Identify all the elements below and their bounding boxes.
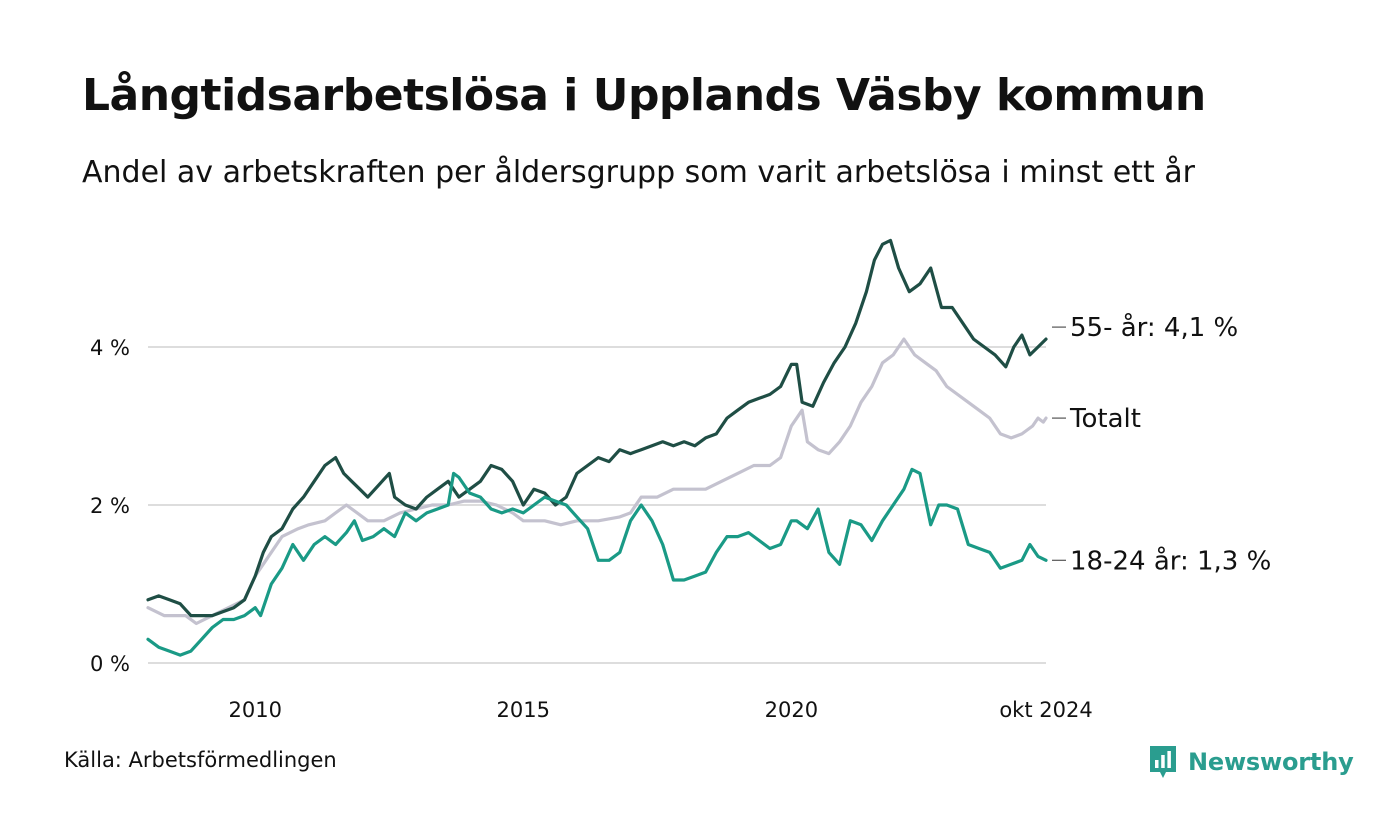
end-labels: Totalt 55- år: 4,1 % 18-24 år: 1,3 % bbox=[1052, 312, 1271, 576]
bar-chart-icon bbox=[1150, 746, 1176, 778]
x-tick-label: okt 2024 bbox=[999, 698, 1092, 722]
newsworthy-logo: Newsworthy bbox=[1148, 744, 1354, 780]
y-axis-ticks: 0 % 2 % 4 % bbox=[90, 336, 130, 676]
end-label-55plus: 55- år: 4,1 % bbox=[1070, 312, 1238, 343]
chart-subtitle: Andel av arbetskraften per åldersgrupp s… bbox=[82, 155, 1195, 190]
y-tick-label: 2 % bbox=[90, 494, 130, 518]
series-line-total bbox=[146, 337, 1048, 626]
series-line-55plus bbox=[146, 238, 1048, 618]
x-tick-label: 2010 bbox=[228, 698, 281, 722]
logo-text: Newsworthy bbox=[1188, 748, 1354, 776]
series-lines bbox=[146, 238, 1048, 657]
series-line-18_24 bbox=[146, 467, 1048, 657]
source-note: Källa: Arbetsförmedlingen bbox=[64, 748, 337, 772]
end-label-18_24: 18-24 år: 1,3 % bbox=[1070, 545, 1271, 576]
x-tick-label: 2015 bbox=[497, 698, 550, 722]
x-tick-label: 2020 bbox=[765, 698, 818, 722]
end-label-total: Totalt bbox=[1069, 404, 1141, 434]
y-tick-label: 4 % bbox=[90, 336, 130, 360]
chart-title: Långtidsarbetslösa i Upplands Väsby komm… bbox=[82, 70, 1206, 121]
y-tick-label: 0 % bbox=[90, 652, 130, 676]
grid-lines bbox=[148, 346, 1046, 664]
x-axis-ticks: 2010 2015 2020 okt 2024 bbox=[228, 698, 1092, 722]
